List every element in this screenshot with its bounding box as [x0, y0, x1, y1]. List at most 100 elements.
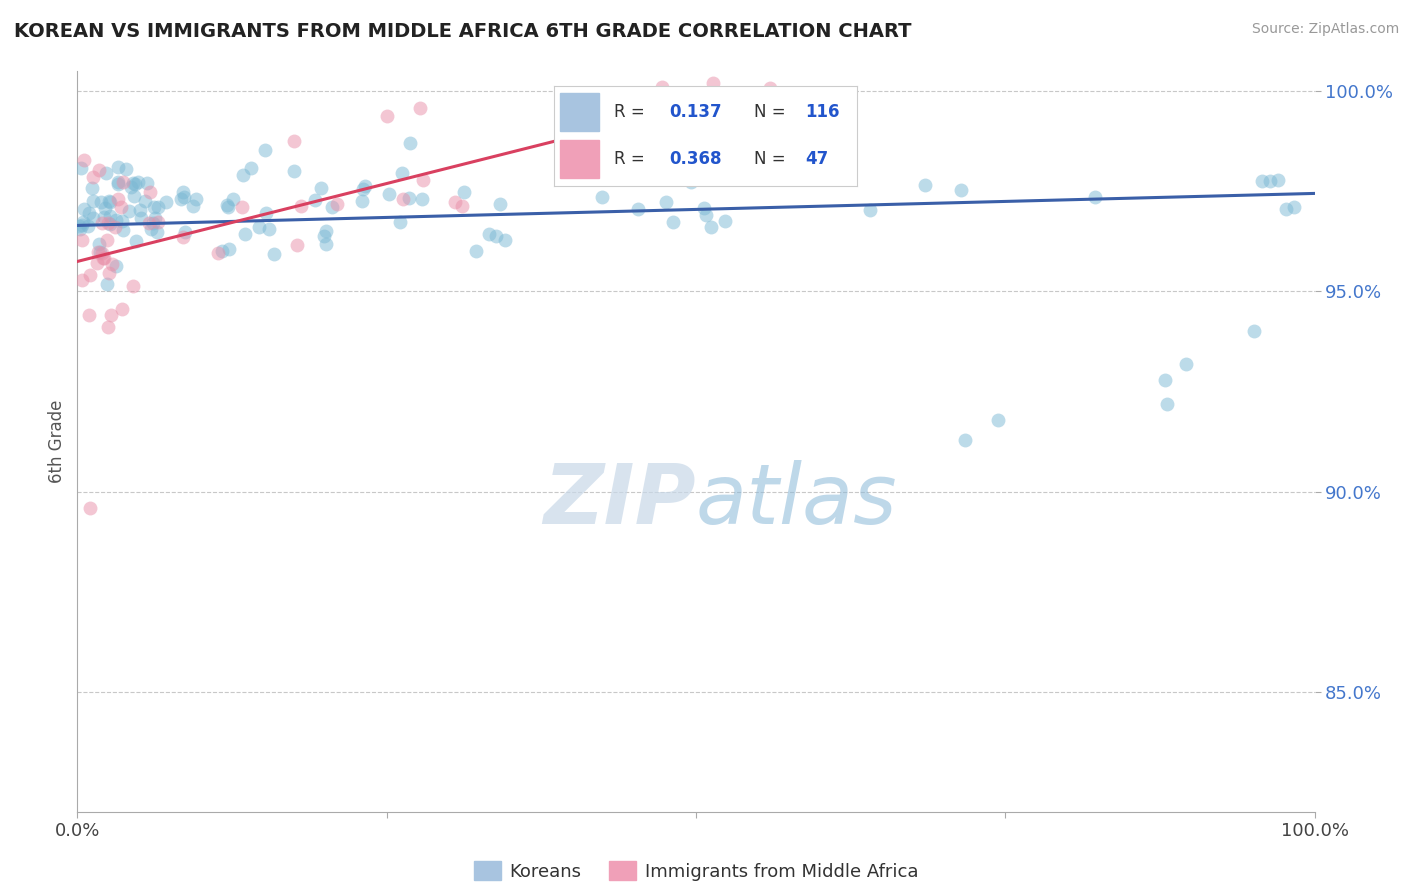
Point — [90, 194, 112, 209]
Point — [93, 201, 115, 215]
Point — [1243, 325, 1265, 339]
Point — [702, 76, 724, 90]
Point — [949, 183, 972, 197]
Point — [184, 192, 207, 206]
Point — [143, 200, 166, 214]
Point — [221, 192, 243, 206]
Point — [1251, 174, 1274, 188]
Point — [94, 166, 117, 180]
Point — [111, 214, 134, 228]
Point — [82, 211, 104, 225]
Point — [80, 181, 103, 195]
Point — [79, 268, 101, 282]
Point — [138, 216, 160, 230]
Point — [263, 247, 285, 261]
Point — [90, 245, 112, 260]
Point — [398, 136, 420, 150]
Point — [174, 226, 197, 240]
Point — [107, 175, 129, 189]
Point — [148, 200, 170, 214]
Text: KOREAN VS IMMIGRANTS FROM MIDDLE AFRICA 6TH GRADE CORRELATION CHART: KOREAN VS IMMIGRANTS FROM MIDDLE AFRICA … — [14, 22, 911, 41]
Point — [122, 188, 145, 202]
Point — [139, 185, 162, 199]
Point — [97, 319, 120, 334]
Point — [104, 219, 127, 234]
Point — [124, 178, 146, 192]
Point — [115, 161, 138, 176]
Point — [211, 244, 233, 259]
Point — [391, 166, 413, 180]
Point — [98, 194, 121, 209]
Point — [173, 189, 195, 203]
Point — [692, 201, 714, 215]
Point — [655, 194, 678, 209]
Point — [82, 194, 104, 208]
Point — [1258, 174, 1281, 188]
Point — [253, 143, 276, 157]
Point — [465, 244, 488, 259]
Point — [987, 412, 1010, 426]
Point — [107, 161, 129, 175]
Point — [73, 202, 96, 216]
Point — [104, 212, 127, 227]
Point — [207, 246, 229, 260]
Point — [352, 182, 374, 196]
Point — [107, 178, 129, 192]
Point — [98, 267, 121, 281]
Point — [489, 197, 512, 211]
Point — [146, 225, 169, 239]
Point — [96, 233, 118, 247]
Point — [231, 200, 253, 214]
Point — [1267, 173, 1289, 187]
Point — [142, 216, 165, 230]
Point — [148, 215, 170, 229]
Point — [232, 168, 254, 182]
Point — [450, 199, 472, 213]
Point — [170, 192, 193, 206]
Point — [122, 176, 145, 190]
Point — [82, 169, 104, 184]
Point — [139, 221, 162, 235]
Point — [326, 196, 349, 211]
Point — [283, 134, 305, 148]
Point — [478, 227, 501, 241]
Point — [110, 200, 132, 214]
Point — [1175, 357, 1198, 371]
Point — [97, 215, 120, 229]
Point — [172, 185, 194, 199]
Point — [233, 227, 256, 241]
Point — [648, 172, 671, 186]
Point — [111, 223, 134, 237]
Point — [125, 234, 148, 248]
Point — [409, 101, 432, 115]
Point — [375, 109, 398, 123]
Point — [93, 251, 115, 265]
Point — [591, 190, 613, 204]
Text: ZIP: ZIP — [543, 460, 696, 541]
Point — [127, 175, 149, 189]
Point — [76, 219, 98, 233]
Point — [217, 200, 239, 214]
Point — [96, 277, 118, 292]
Point — [285, 238, 308, 252]
Point — [1084, 190, 1107, 204]
Point — [321, 200, 343, 214]
Point — [651, 79, 673, 94]
Point — [1156, 396, 1178, 410]
Point — [87, 237, 110, 252]
Point — [104, 259, 127, 273]
Point — [98, 217, 121, 231]
Point — [398, 191, 420, 205]
Point — [122, 279, 145, 293]
Point — [134, 194, 156, 208]
Point — [1282, 200, 1305, 214]
Y-axis label: 6th Grade: 6th Grade — [48, 400, 66, 483]
Point — [77, 308, 100, 322]
Point — [69, 222, 91, 236]
Point — [444, 194, 467, 209]
Point — [914, 178, 936, 192]
Point — [98, 209, 121, 223]
Point — [1153, 372, 1175, 386]
Point — [700, 220, 723, 235]
Point — [218, 242, 240, 256]
